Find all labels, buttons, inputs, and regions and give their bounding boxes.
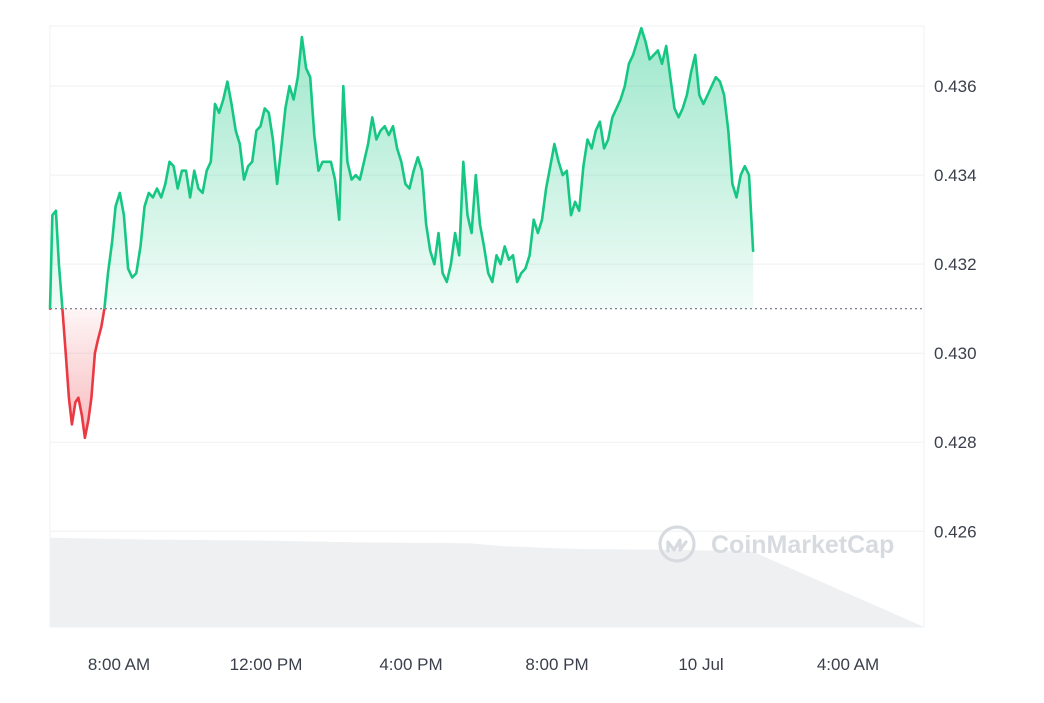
y-tick-label: 0.434 [934, 166, 977, 185]
x-tick-label: 4:00 AM [817, 655, 879, 674]
price-area-fill [50, 28, 754, 438]
y-tick-label: 0.436 [934, 77, 977, 96]
x-axis-labels: 8:00 AM 12:00 PM 4:00 PM 8:00 PM 10 Jul 4:00 … [88, 655, 879, 674]
volume-area [50, 537, 924, 627]
x-tick-label: 8:00 AM [88, 655, 150, 674]
x-tick-label: 12:00 PM [230, 655, 303, 674]
y-tick-label: 0.428 [934, 433, 977, 452]
price-line-up-segment [48, 26, 755, 309]
x-tick-label: 4:00 PM [379, 655, 442, 674]
volume-area-shape [50, 537, 924, 627]
y-tick-label: 0.430 [934, 344, 977, 363]
x-tick-label: 8:00 PM [525, 655, 588, 674]
watermark-text: CoinMarketCap [711, 531, 894, 559]
y-axis-labels: 0.436 0.434 0.432 0.430 0.428 0.426 [934, 77, 977, 541]
price-area-above-baseline [50, 28, 754, 309]
watermark: CoinMarketCap [658, 525, 894, 563]
x-tick-label: 10 Jul [678, 655, 723, 674]
y-tick-label: 0.426 [934, 522, 977, 541]
y-tick-label: 0.432 [934, 255, 977, 274]
price-line [48, 26, 755, 440]
coinmarketcap-logo-icon [658, 525, 696, 563]
